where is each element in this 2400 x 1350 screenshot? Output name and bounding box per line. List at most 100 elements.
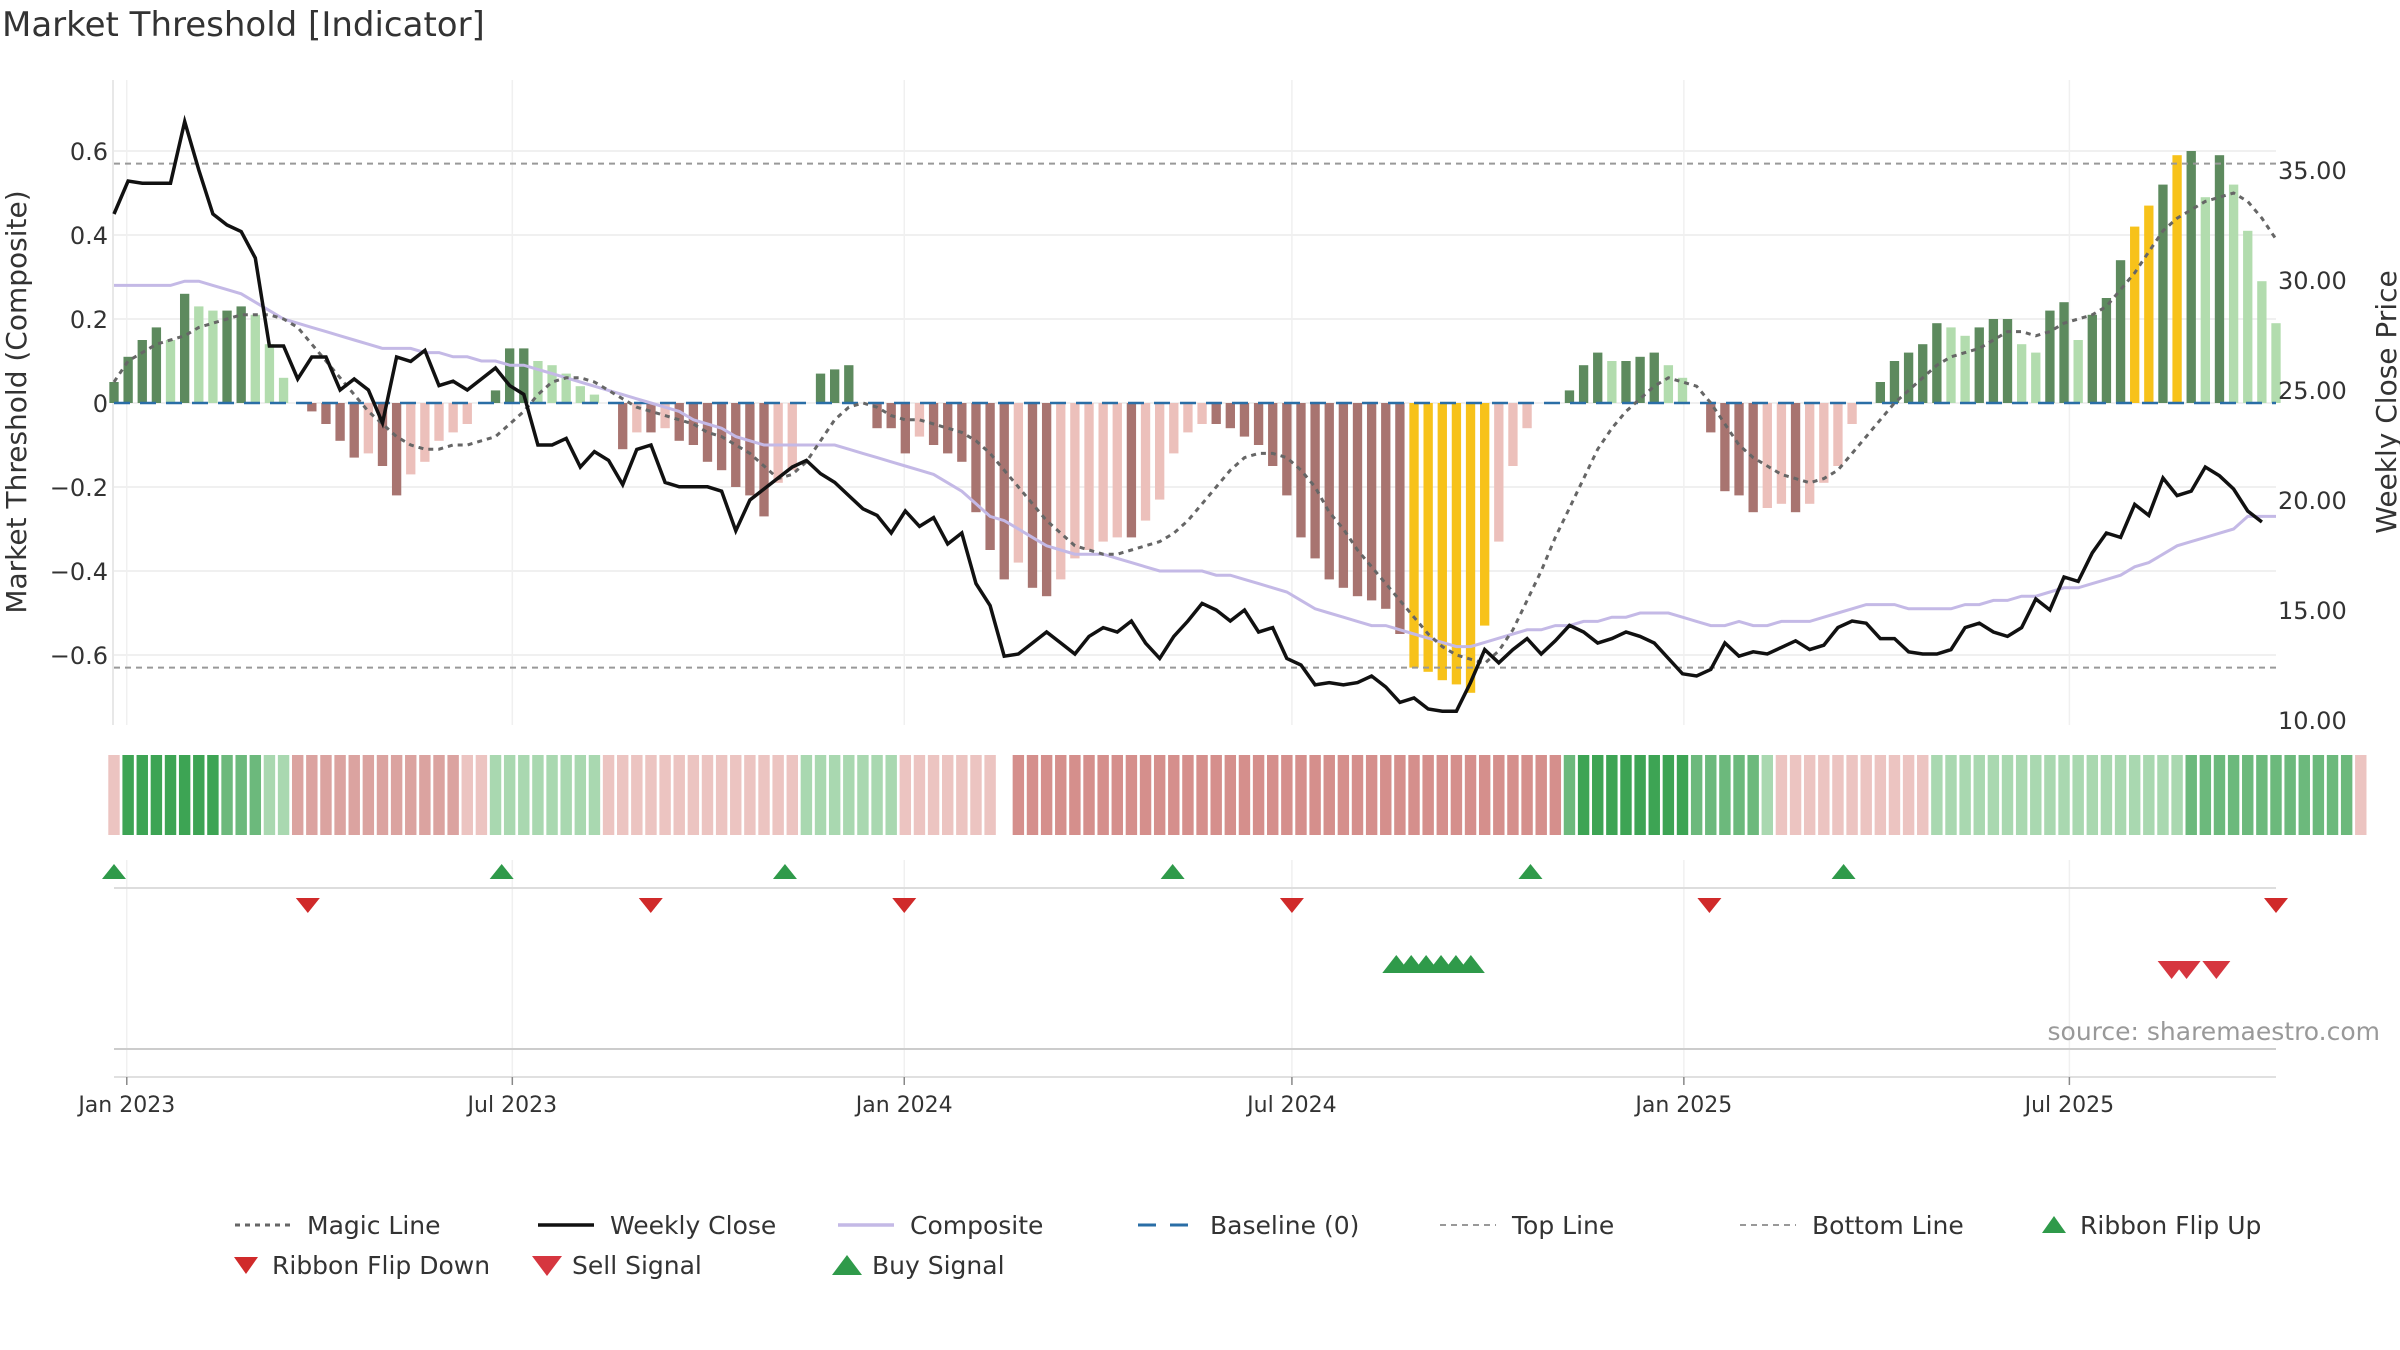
ribbon-cell [518, 755, 530, 835]
ribbon-cell [433, 755, 445, 835]
ribbon-cell [1676, 755, 1689, 835]
ribbon-cell [1323, 755, 1335, 835]
ribbon-flip-down-marker [1697, 898, 1722, 913]
threshold-bar [2016, 344, 2027, 403]
threshold-bar [2073, 340, 2083, 403]
threshold-bar [2115, 260, 2126, 403]
ribbon-cell [1464, 755, 1477, 835]
threshold-bar [1282, 403, 1292, 496]
y-tick-label: 0.4 [70, 222, 108, 250]
ribbon-cell [1846, 755, 1858, 835]
threshold-bar [943, 403, 953, 454]
legend-label: Ribbon Flip Up [2080, 1211, 2261, 1240]
ribbon-cell [207, 755, 219, 835]
legend-label: Ribbon Flip Down [272, 1251, 490, 1280]
threshold-bar [1833, 403, 1843, 466]
legend-label: Magic Line [307, 1211, 441, 1240]
ribbon-cell [1832, 755, 1844, 835]
y-tick-label: −0.2 [50, 474, 108, 502]
threshold-bar [1352, 403, 1363, 597]
y2-tick-label: 30.00 [2278, 267, 2347, 295]
ribbon-cell [1931, 755, 1943, 835]
ribbon-cell [998, 755, 1010, 835]
ribbon-cell [2298, 755, 2310, 835]
ribbon-cell [2157, 755, 2169, 835]
ribbon-cell [2256, 755, 2268, 835]
legend-label: Bottom Line [1812, 1211, 1964, 1240]
threshold-bar [2144, 205, 2154, 403]
threshold-bar [1056, 403, 1066, 580]
threshold-bar [844, 365, 854, 403]
ribbon-cell [687, 755, 700, 835]
ribbon-cell [1309, 755, 1321, 835]
ribbon-cell [1620, 755, 1632, 835]
y-axis-label: Market Threshold (Composite) [0, 190, 33, 613]
ribbon-cell [1365, 755, 1378, 835]
ribbon-cell [2171, 755, 2183, 835]
threshold-bar [1635, 356, 1645, 403]
ribbon-cell [913, 755, 926, 835]
ribbon-cell [772, 755, 784, 835]
threshold-bar [1338, 403, 1349, 588]
ribbon-cell [1168, 755, 1180, 835]
threshold-bar [1324, 403, 1334, 580]
threshold-bar [1268, 403, 1278, 466]
threshold-bar [815, 373, 826, 403]
legend-swatch-sell [532, 1256, 562, 1276]
threshold-bar [1593, 352, 1603, 403]
threshold-bar [2002, 319, 2013, 403]
threshold-bar [1310, 403, 1320, 559]
ribbon-flip-down-marker [1279, 898, 1304, 913]
x-tick-label: Jan 2025 [1633, 1093, 1732, 1118]
ribbon-cell [730, 755, 742, 835]
ribbon-cell [150, 755, 163, 835]
ribbon-cell [659, 755, 671, 835]
ribbon-cell [1493, 755, 1505, 835]
threshold-bar [1889, 361, 1900, 403]
threshold-bar [179, 293, 190, 403]
ribbon-cell [744, 755, 756, 835]
ribbon-cell [2326, 755, 2339, 835]
ribbon-cell [291, 755, 304, 835]
threshold-bar [1621, 361, 1631, 403]
ribbon-flip-down-marker [638, 898, 663, 913]
threshold-bar [2087, 314, 2097, 403]
legend-label: Composite [910, 1211, 1043, 1240]
threshold-bar [971, 403, 981, 513]
threshold-bar [1027, 403, 1038, 588]
ribbon-cell [814, 755, 827, 835]
threshold-bar [109, 382, 119, 403]
ribbon-cell [1422, 755, 1434, 835]
y2-tick-label: 20.00 [2278, 487, 2347, 515]
ribbon-cell [956, 755, 968, 835]
legend-label: Buy Signal [872, 1251, 1005, 1280]
threshold-bar [1706, 403, 1716, 433]
chart-title: Market Threshold [Indicator] [2, 5, 485, 45]
threshold-bar [1126, 403, 1137, 538]
threshold-bar [1578, 365, 1589, 403]
ribbon-cell [2072, 755, 2084, 835]
legend-label: Baseline (0) [1210, 1211, 1359, 1240]
threshold-bar [165, 340, 176, 403]
ribbon-cell [2185, 755, 2197, 835]
ribbon-cell [1945, 755, 1957, 835]
y-tick-label: 0.2 [70, 306, 108, 334]
ribbon-cell [786, 755, 798, 835]
y2-axis-label: Weekly Close Price [2370, 270, 2400, 533]
threshold-bar [688, 403, 699, 445]
ribbon-cell [843, 755, 855, 835]
x-tick-label: Jan 2023 [76, 1093, 175, 1118]
ribbon-cell [1012, 755, 1025, 835]
threshold-bar [123, 356, 133, 403]
threshold-bar [222, 310, 232, 403]
ribbon-cell [122, 755, 134, 835]
threshold-bar [2200, 197, 2211, 403]
y2-tick-label: 35.00 [2278, 157, 2347, 185]
ribbon-cell [645, 755, 657, 835]
threshold-bar [1790, 403, 1801, 513]
ribbon-cell [1252, 755, 1265, 835]
ribbon-cell [927, 755, 940, 835]
threshold-bar [448, 403, 458, 433]
ribbon-flip-up-marker [1831, 864, 1856, 879]
